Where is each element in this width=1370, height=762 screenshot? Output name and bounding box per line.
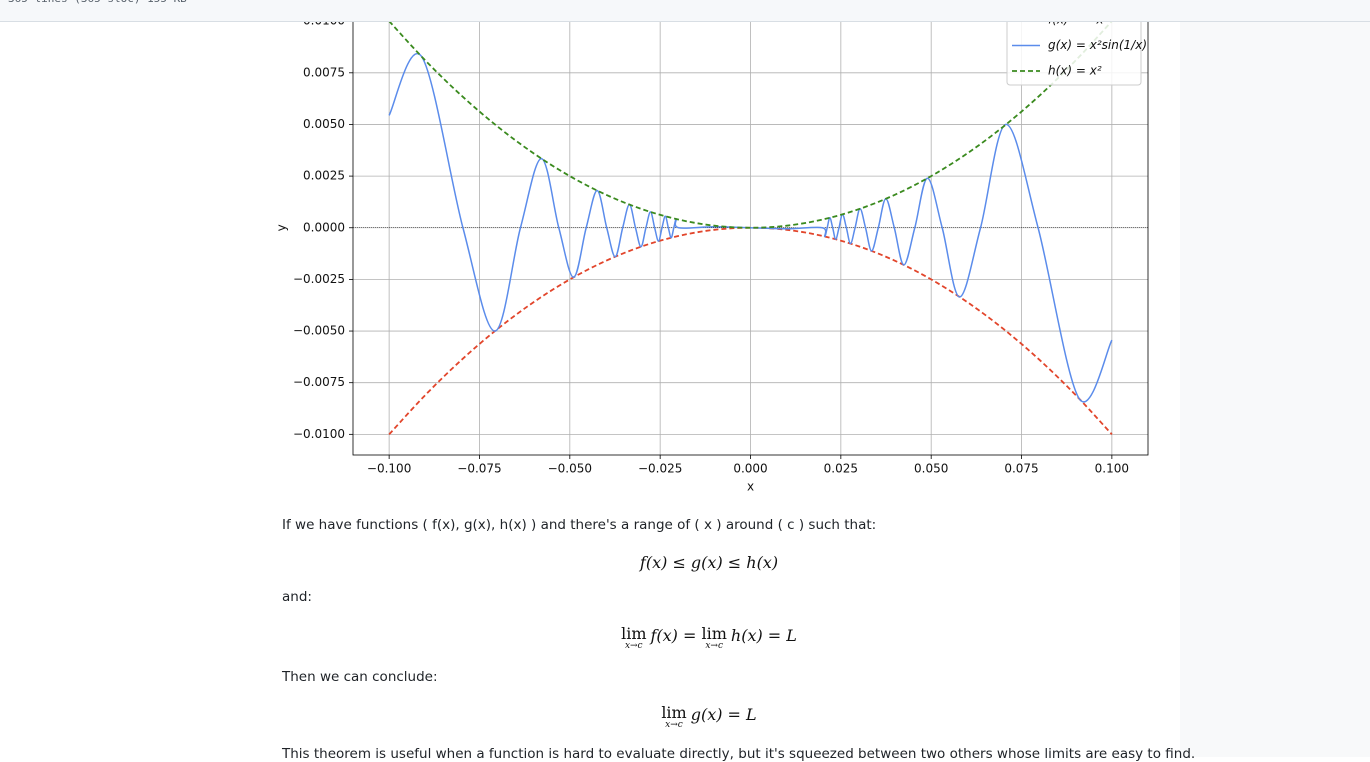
x-axis-label: x xyxy=(747,480,754,494)
legend-label: h(x) = x² xyxy=(1048,64,1102,78)
file-header: 365 lines (365 sloc) 155 KB xyxy=(0,0,1370,22)
legend-label: g(x) = x²sin(1/x) xyxy=(1048,38,1147,52)
x-tick-label: −0.050 xyxy=(548,462,592,476)
chart: −0.100 −0.075 −0.050 −0.025 0.000 0.025 0.050 0… xyxy=(275,0,1149,494)
limit: lim x→c xyxy=(661,705,686,730)
x-tick-label: 0.000 xyxy=(733,462,767,476)
y-tick-label: −0.0050 xyxy=(293,324,345,338)
expr: g(x) = L xyxy=(690,705,757,724)
paragraph: This theorem is useful when a function i… xyxy=(282,746,1196,762)
expr: f(x) = xyxy=(650,626,702,645)
y-tick-label: 0.0000 xyxy=(303,220,345,234)
x-tick-label: 0.075 xyxy=(1004,462,1038,476)
y-tick-label: −0.0075 xyxy=(293,375,345,389)
paragraph: If we have functions ( f(x), g(x), h(x) … xyxy=(282,517,877,533)
lim-sub: x→c xyxy=(665,720,683,730)
series-line xyxy=(388,20,1113,229)
y-tick-label: 0.0050 xyxy=(303,117,345,131)
y-axis-label: y xyxy=(275,224,289,231)
lim: lim xyxy=(621,624,647,643)
series-line xyxy=(388,226,1113,435)
x-tick-label: −0.025 xyxy=(638,462,682,476)
limit: lim x→c xyxy=(702,626,727,651)
plot-area xyxy=(388,20,1113,435)
x-tick-label: −0.100 xyxy=(367,462,411,476)
expr: h(x) = L xyxy=(730,626,797,645)
y-tick-label: −0.0025 xyxy=(293,272,345,286)
equation: f(x) ≤ g(x) ≤ h(x) xyxy=(639,553,779,572)
paragraph: Then we can conclude: xyxy=(282,669,438,685)
limit: lim x→c xyxy=(621,626,646,651)
equation: lim x→c f(x) = lim x→c h(x) = L xyxy=(282,626,1136,651)
y-tick-label: −0.0100 xyxy=(293,427,345,441)
equation: lim x→c g(x) = L xyxy=(282,705,1136,730)
x-tick-label: −0.075 xyxy=(457,462,501,476)
x-tick-label: 0.025 xyxy=(824,462,858,476)
y-tick-label: 0.0025 xyxy=(303,169,345,183)
y-tick-label: 0.0075 xyxy=(303,65,345,79)
paragraph: and: xyxy=(282,589,312,605)
x-tick-label: 0.100 xyxy=(1095,462,1129,476)
lim: lim xyxy=(661,703,687,722)
series-line xyxy=(388,53,1113,403)
lim: lim xyxy=(701,624,727,643)
side-panel xyxy=(1180,0,1370,757)
lim-sub: x→c xyxy=(624,641,643,651)
file-info: 365 lines (365 sloc) 155 KB xyxy=(8,0,187,5)
lim-sub: x→c xyxy=(705,641,724,651)
x-tick-label: 0.050 xyxy=(914,462,948,476)
